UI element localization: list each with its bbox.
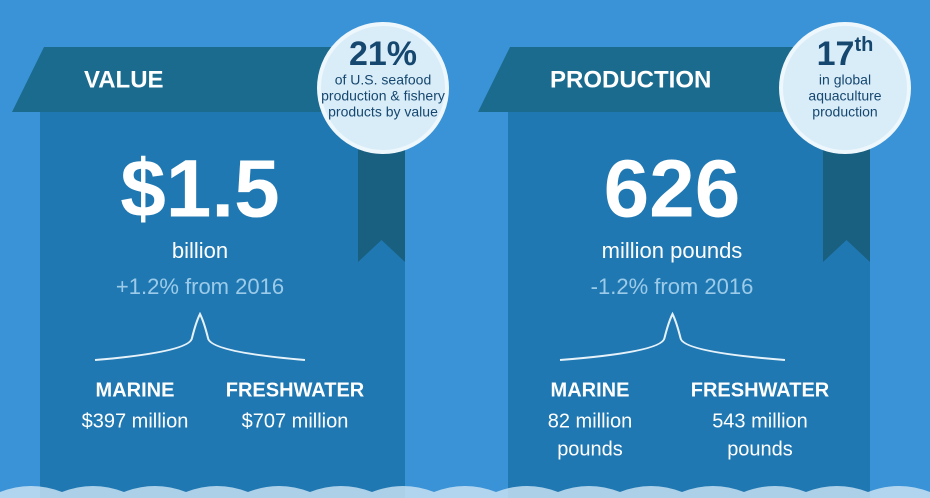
- badge-number: 17: [817, 35, 855, 73]
- header-ribbon: [12, 47, 395, 112]
- badge-number: 21%: [349, 35, 417, 73]
- unit: billion: [172, 238, 228, 263]
- brace: [559, 311, 786, 361]
- split-value: pounds: [557, 438, 623, 460]
- split-value: 82 million: [548, 410, 632, 432]
- badge-suffix: th: [854, 34, 873, 56]
- badge-text: of U.S. seafood: [335, 72, 432, 88]
- split-value: 543 million: [712, 410, 808, 432]
- badge-text: aquaculture: [808, 88, 881, 104]
- brace: [94, 311, 306, 361]
- big-figure: 626: [604, 144, 741, 235]
- badge: [317, 22, 449, 154]
- change: -1.2% from 2016: [591, 274, 754, 299]
- badge-figure: 21%: [349, 35, 417, 73]
- badge-text: production & fishery: [321, 88, 445, 104]
- split-label: MARINE: [96, 379, 175, 401]
- panel: [40, 80, 405, 498]
- header-ribbon: [478, 47, 860, 112]
- badge: [779, 22, 911, 154]
- split-label: FRESHWATER: [226, 379, 365, 401]
- badge-figure: 17th: [817, 34, 874, 73]
- unit: million pounds: [602, 238, 743, 263]
- split-label: MARINE: [551, 379, 630, 401]
- split-value: $397 million: [82, 410, 189, 432]
- change: +1.2% from 2016: [116, 274, 284, 299]
- wave: [0, 486, 930, 498]
- split-value: $707 million: [242, 410, 349, 432]
- panel: [508, 80, 870, 498]
- badge-text: production: [812, 104, 877, 120]
- split-label: FRESHWATER: [691, 379, 830, 401]
- badge-text: products by value: [328, 104, 438, 120]
- header-title: PRODUCTION: [550, 66, 711, 93]
- big-figure: $1.5: [120, 144, 280, 235]
- badge-text: in global: [819, 72, 871, 88]
- split-value: pounds: [727, 438, 793, 460]
- header-title: VALUE: [84, 66, 164, 93]
